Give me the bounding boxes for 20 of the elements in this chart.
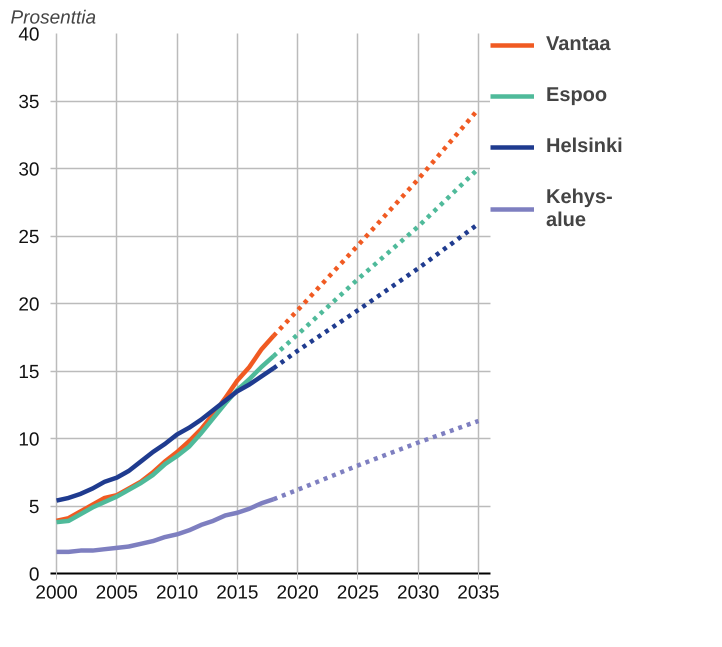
- x-tick-label: 2030: [397, 582, 440, 604]
- y-tick-label: 10: [18, 430, 40, 450]
- x-tick-label: 2025: [336, 582, 380, 604]
- y-tick-label: 15: [18, 362, 40, 383]
- legend-label: Vantaa: [546, 33, 610, 56]
- x-tick-label: 2035: [457, 582, 500, 604]
- y-tick-label: 35: [18, 92, 40, 113]
- legend-label: Kehys- alue: [546, 186, 613, 232]
- y-tick-label: 20: [18, 294, 40, 316]
- x-tick-label: 2000: [35, 582, 78, 604]
- x-tick-label: 2015: [216, 582, 258, 604]
- x-tick-label: 2010: [156, 582, 198, 604]
- x-tick-label: 2020: [276, 582, 319, 604]
- legend-label: Helsinki: [546, 135, 623, 158]
- y-tick-label: 25: [18, 227, 40, 248]
- x-tick-label: 2005: [96, 582, 138, 604]
- y-tick-label: 5: [28, 497, 40, 518]
- y-tick-label: 0: [28, 564, 40, 586]
- legend-label: Espoo: [546, 84, 608, 107]
- y-tick-label: 30: [18, 160, 40, 180]
